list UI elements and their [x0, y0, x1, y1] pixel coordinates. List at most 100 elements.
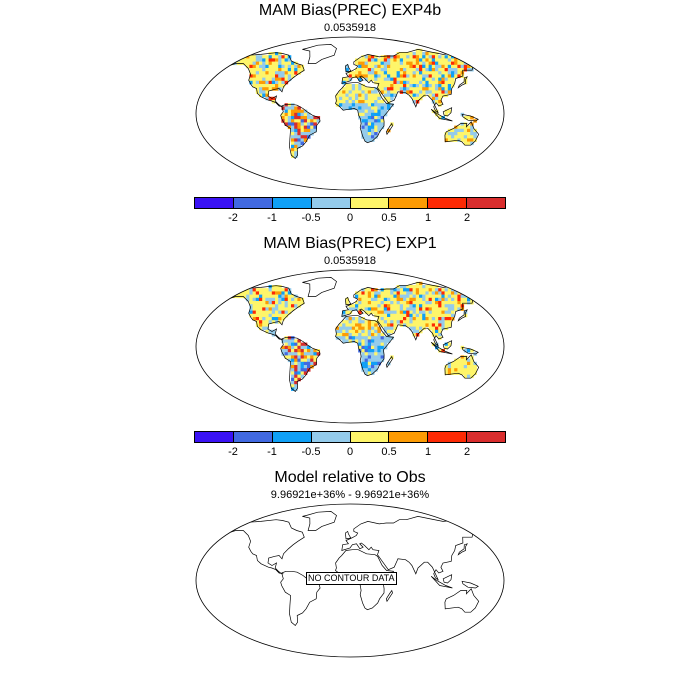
- data-cell: [457, 365, 461, 369]
- data-cell: [409, 301, 413, 305]
- coastline-au: [444, 354, 480, 379]
- data-cell: [422, 71, 426, 75]
- data-cell: [406, 317, 410, 321]
- data-cell: [419, 320, 423, 324]
- coastline-na: [224, 285, 305, 341]
- data-cell: [374, 342, 378, 347]
- data-cell: [300, 342, 305, 347]
- data-cell: [252, 58, 257, 62]
- data-cell: [342, 93, 346, 98]
- data-cell: [451, 285, 455, 289]
- data-cell: [419, 291, 423, 295]
- data-cell: [291, 342, 295, 347]
- data-cell: [412, 333, 417, 337]
- data-cell: [454, 68, 458, 72]
- data-cell: [380, 307, 385, 311]
- data-cell: [351, 320, 356, 324]
- data-cell: [441, 80, 445, 85]
- data-cell: [396, 84, 401, 88]
- data-cell: [271, 84, 276, 88]
- data-cell: [361, 122, 365, 126]
- data-cell: [342, 320, 346, 324]
- data-cell: [371, 61, 375, 66]
- data-cell: [444, 313, 449, 318]
- coastline-md: [385, 589, 393, 603]
- data-cell: [409, 291, 413, 295]
- data-cell: [406, 297, 410, 302]
- data-cell: [393, 74, 397, 78]
- data-cell: [425, 288, 429, 292]
- data-cell: [268, 64, 273, 69]
- data-cell: [438, 84, 442, 88]
- data-cell: [297, 125, 301, 130]
- data-cell: [463, 301, 468, 305]
- data-cell: [380, 323, 385, 327]
- data-cell: [419, 310, 423, 315]
- data-cell: [460, 358, 465, 363]
- data-cell: [358, 297, 362, 302]
- data-cell: [463, 64, 468, 69]
- data-cell: [425, 307, 429, 311]
- data-cell: [275, 291, 279, 295]
- data-cell: [380, 61, 385, 66]
- data-cell: [393, 291, 397, 295]
- data-cell: [335, 333, 340, 337]
- data-cell: [431, 301, 436, 305]
- data-cell: [393, 80, 397, 85]
- data-cell: [387, 71, 391, 75]
- data-cell: [451, 84, 455, 88]
- data-cell: [377, 333, 381, 337]
- data-cell: [419, 61, 423, 66]
- data-cell: [271, 61, 276, 66]
- data-cell: [371, 304, 375, 308]
- data-cell: [377, 100, 381, 104]
- data-cell: [281, 294, 285, 299]
- data-cell: [447, 313, 452, 318]
- data-cell: [284, 122, 289, 126]
- data-cell: [335, 93, 340, 98]
- data-cell: [377, 349, 381, 353]
- data-cell: [409, 84, 413, 88]
- data-cell: [374, 333, 378, 337]
- data-cell: [393, 307, 397, 311]
- data-cell: [345, 339, 349, 343]
- data-cell: [310, 358, 314, 363]
- data-cell: [281, 301, 285, 305]
- data-cell: [425, 77, 429, 82]
- data-cell: [361, 301, 365, 305]
- data-cell: [259, 93, 263, 98]
- data-cell: [444, 112, 449, 117]
- data-cell: [406, 52, 410, 56]
- data-cell: [355, 329, 359, 334]
- data-cell: [339, 93, 343, 98]
- colorbar-segment: [272, 432, 312, 442]
- data-cell: [300, 138, 305, 142]
- data-cell: [281, 313, 285, 318]
- data-cell: [271, 55, 276, 59]
- data-cell: [406, 84, 410, 88]
- data-cell: [422, 64, 426, 69]
- data-cell: [281, 304, 285, 308]
- colorbar-segment: [311, 432, 351, 442]
- data-cell: [399, 313, 404, 318]
- data-cell: [444, 132, 449, 136]
- data-cell: [444, 288, 449, 292]
- data-cell: [275, 77, 279, 82]
- data-cell: [371, 342, 375, 347]
- data-cell: [255, 301, 260, 305]
- data-cell: [287, 64, 292, 69]
- data-cell: [364, 90, 369, 94]
- data-cell: [345, 329, 349, 334]
- data-cell: [291, 112, 295, 117]
- colorbar-segment: [467, 198, 505, 208]
- data-cell: [406, 55, 410, 59]
- data-cell: [419, 80, 423, 85]
- data-cell: [399, 304, 404, 308]
- data-cell: [415, 77, 420, 82]
- data-cell: [265, 301, 269, 305]
- data-cell: [364, 326, 369, 331]
- data-cell: [364, 64, 369, 69]
- data-cell: [457, 132, 461, 136]
- data-cell: [374, 313, 378, 318]
- data-cell: [428, 55, 433, 59]
